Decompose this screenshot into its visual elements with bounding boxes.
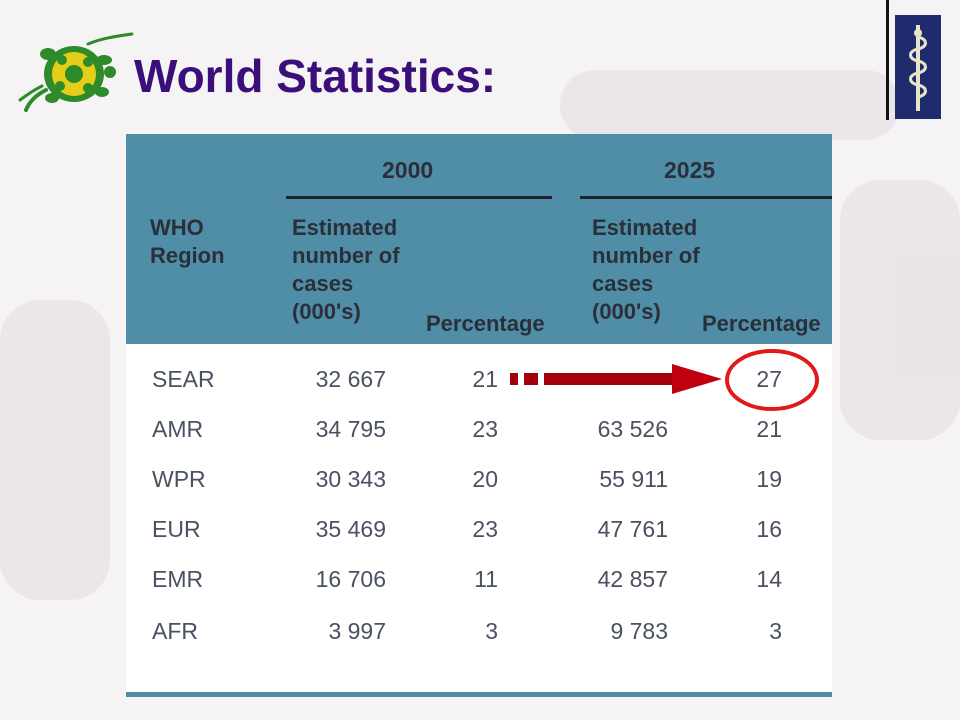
who-emblem-icon	[895, 15, 941, 119]
table-row: EMR 16 706 11 42 857 14	[126, 559, 832, 599]
cell-cases-2000: 35 469	[315, 516, 386, 542]
cell-cases-2025: 47 761	[597, 516, 668, 542]
header-rule-2000	[286, 196, 552, 199]
cell-percentage-2000: 11	[474, 566, 498, 592]
cell-region: WPR	[152, 466, 206, 492]
cell-cases-2000: 34 795	[315, 416, 386, 442]
background-smudge	[560, 70, 900, 140]
cell-cases-2025	[592, 359, 668, 399]
cell-cases-2025: 55 911	[599, 466, 668, 492]
statistics-table: 2000 2025 WHO Region Estimated number of…	[126, 134, 832, 697]
cell-cases-2025: 63 526	[597, 416, 668, 442]
table-row: AFR 3 997 3 9 783 3	[126, 611, 832, 651]
turtle-logo-icon	[18, 32, 134, 112]
cell-region: AMR	[152, 416, 204, 442]
header-percentage-2025: Percentage	[702, 311, 821, 336]
cell-percentage-2025: 3	[769, 618, 782, 644]
cell-percentage-2025: 27	[756, 366, 782, 392]
cell-percentage-2000: 21	[472, 366, 498, 392]
cell-cases-2000: 32 667	[315, 366, 386, 392]
table-row: AMR 34 795 23 63 526 21	[126, 409, 832, 449]
table-header: 2000 2025 WHO Region Estimated number of…	[126, 134, 832, 344]
cell-cases-2025: 9 783	[610, 618, 668, 644]
background-smudge	[840, 180, 960, 440]
header-year-2025: 2025	[664, 157, 716, 183]
cell-percentage-2025: 16	[756, 516, 782, 542]
cell-cases-2000: 3 997	[328, 618, 386, 644]
cell-percentage-2000: 23	[472, 416, 498, 442]
cell-region: AFR	[152, 618, 198, 644]
cell-cases-2000: 16 706	[315, 566, 386, 592]
cell-region: SEAR	[152, 366, 215, 392]
cell-region: EMR	[152, 566, 204, 592]
slide-title: World Statistics:	[134, 50, 497, 102]
header-rule-2025	[580, 196, 832, 199]
header-cases-2025: Estimated number of cases (000's)	[592, 215, 700, 324]
header-cases-2000: Estimated number of cases (000's)	[292, 215, 400, 324]
table-row: WPR 30 343 20 55 911 19	[126, 459, 832, 499]
cell-percentage-2025: 21	[756, 416, 782, 442]
background-smudge	[0, 300, 110, 600]
cell-percentage-2025: 14	[756, 566, 782, 592]
table-row: EUR 35 469 23 47 761 16	[126, 509, 832, 549]
cell-percentage-2000: 3	[485, 618, 498, 644]
cell-region: EUR	[152, 516, 201, 542]
header-who-region: WHO Region	[150, 215, 225, 268]
cell-percentage-2025: 19	[756, 466, 782, 492]
table-row: SEAR 32 667 21 27	[126, 359, 832, 399]
header-year-2000: 2000	[382, 157, 434, 183]
logo-divider	[886, 0, 889, 120]
cell-cases-2025: 42 857	[597, 566, 668, 592]
cell-percentage-2000: 23	[472, 516, 498, 542]
cell-percentage-2000: 20	[472, 466, 498, 492]
cell-cases-2000: 30 343	[315, 466, 386, 492]
header-percentage-2000: Percentage	[426, 311, 545, 336]
